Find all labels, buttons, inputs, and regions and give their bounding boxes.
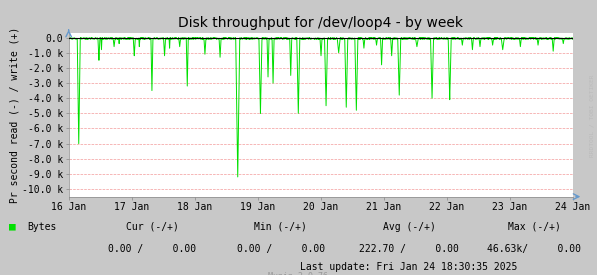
Y-axis label: Pr second read (-) / write (+): Pr second read (-) / write (+) [9,27,19,203]
Text: Min (-/+): Min (-/+) [254,222,307,232]
Text: RRDTOOL / TOBI OETIKER: RRDTOOL / TOBI OETIKER [589,74,594,157]
Text: ■: ■ [9,222,16,232]
Text: Last update: Fri Jan 24 18:30:35 2025: Last update: Fri Jan 24 18:30:35 2025 [300,262,518,272]
Text: Munin 2.0.76: Munin 2.0.76 [269,272,328,275]
Text: Cur (-/+): Cur (-/+) [126,222,179,232]
Text: 0.00 /     0.00: 0.00 / 0.00 [236,244,325,254]
Text: 46.63k/     0.00: 46.63k/ 0.00 [487,244,581,254]
Text: 0.00 /     0.00: 0.00 / 0.00 [108,244,196,254]
Text: 222.70 /     0.00: 222.70 / 0.00 [359,244,459,254]
Text: Avg (-/+): Avg (-/+) [383,222,435,232]
Title: Disk throughput for /dev/loop4 - by week: Disk throughput for /dev/loop4 - by week [179,16,463,31]
Text: Bytes: Bytes [27,222,56,232]
Text: Max (-/+): Max (-/+) [508,222,561,232]
